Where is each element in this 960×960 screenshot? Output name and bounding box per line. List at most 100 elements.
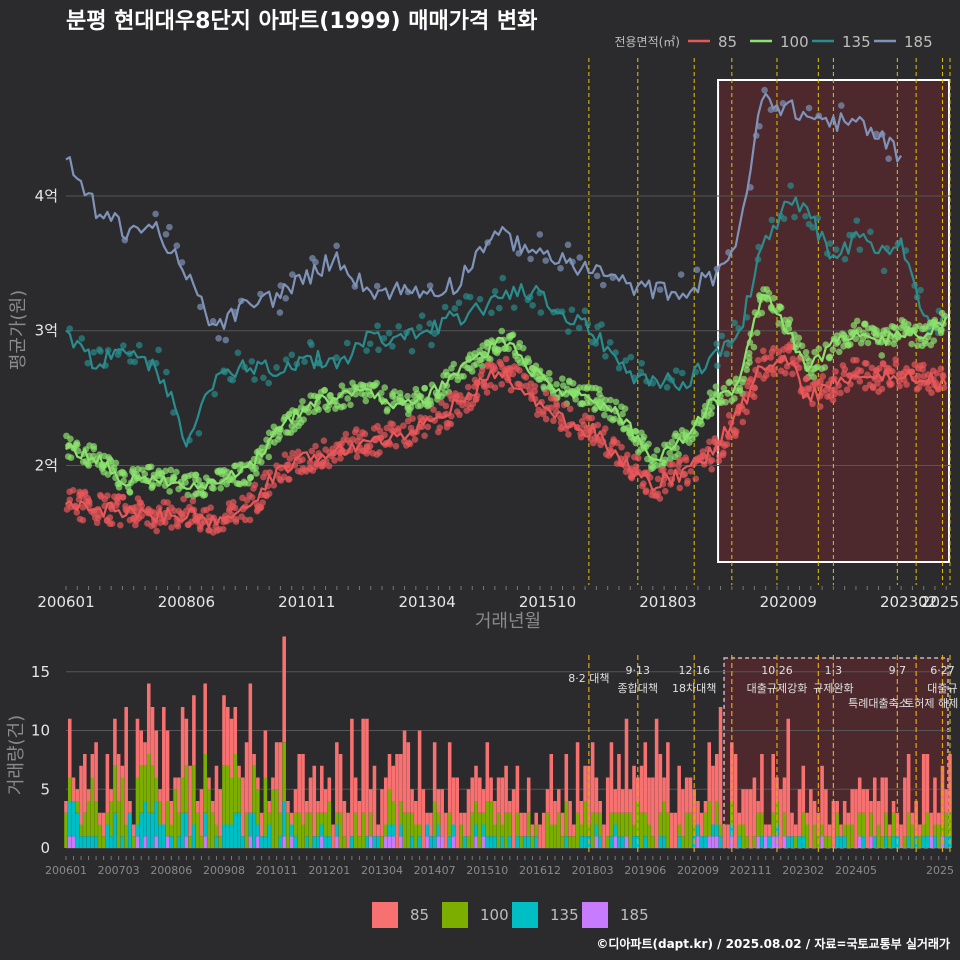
- data-point: [876, 365, 883, 372]
- bar-100: [474, 801, 478, 825]
- data-point: [578, 417, 586, 425]
- data-point: [73, 509, 81, 516]
- data-point: [90, 349, 98, 356]
- data-point: [337, 455, 344, 462]
- data-point: [534, 411, 541, 418]
- data-point: [838, 102, 845, 109]
- data-point: [892, 356, 899, 363]
- bar-85: [609, 742, 614, 813]
- bar-135: [323, 836, 328, 848]
- data-point: [138, 502, 146, 509]
- bar-100: [771, 812, 775, 837]
- bar-100: [666, 812, 670, 848]
- series-line: [65, 354, 948, 529]
- bar-85: [884, 777, 888, 813]
- data-point: [598, 321, 605, 328]
- bar-100: [237, 777, 241, 813]
- series-line: [65, 196, 947, 448]
- bar-135: [237, 812, 241, 848]
- bar-100: [278, 812, 283, 837]
- bar-85: [432, 742, 437, 801]
- data-point: [550, 417, 557, 425]
- legend-label: 135: [842, 33, 871, 51]
- data-point: [914, 342, 921, 349]
- data-point: [170, 507, 178, 515]
- data-point: [861, 359, 869, 367]
- data-point: [170, 475, 177, 483]
- data-point: [890, 340, 898, 348]
- bar-100: [891, 812, 896, 837]
- event-label: 대출규: [927, 682, 957, 695]
- bar-100: [327, 801, 332, 837]
- bar-100: [677, 824, 681, 837]
- data-point: [446, 391, 454, 399]
- bar-100: [793, 836, 798, 848]
- bar-85: [801, 765, 806, 813]
- data-point: [565, 328, 572, 335]
- data-point: [85, 462, 92, 469]
- bar-100: [338, 812, 343, 848]
- data-point: [595, 386, 603, 393]
- bar-85: [350, 718, 354, 837]
- bar-85: [470, 777, 475, 813]
- bar-185: [782, 836, 787, 848]
- bar-100: [109, 801, 113, 837]
- bar-135: [594, 824, 599, 837]
- data-point: [384, 406, 391, 413]
- data-point: [615, 364, 623, 372]
- data-point: [746, 359, 753, 366]
- bar-135: [335, 824, 339, 837]
- bar-135: [233, 812, 238, 848]
- bar-100: [297, 812, 302, 848]
- bar-100: [861, 812, 866, 837]
- data-point: [789, 370, 796, 378]
- bar-100: [553, 824, 557, 848]
- bar-85: [850, 789, 854, 825]
- data-point: [588, 414, 596, 422]
- bar-85: [526, 777, 531, 813]
- bar-100: [587, 824, 591, 837]
- bar-85: [824, 789, 828, 837]
- data-point: [184, 491, 192, 499]
- data-point: [166, 488, 173, 495]
- bar-100: [320, 812, 324, 825]
- data-point: [767, 354, 775, 361]
- data-point: [209, 318, 217, 325]
- bar-135: [282, 801, 286, 837]
- data-point: [829, 346, 837, 354]
- series-100: [63, 286, 949, 500]
- data-point: [301, 466, 309, 474]
- data-point: [447, 420, 455, 428]
- bar-85: [455, 777, 459, 848]
- bar-85: [557, 789, 561, 813]
- data-point: [721, 442, 728, 449]
- data-point: [661, 487, 669, 495]
- bar-100: [884, 812, 888, 837]
- bar-85: [778, 789, 783, 848]
- data-point: [826, 240, 834, 247]
- data-point: [195, 476, 202, 484]
- data-point: [564, 241, 572, 249]
- series-135: [65, 182, 947, 448]
- data-point: [153, 527, 160, 535]
- data-point: [276, 309, 284, 316]
- bar-85: [274, 742, 279, 790]
- bar-85: [805, 812, 809, 825]
- bar-85: [617, 754, 621, 813]
- data-point: [692, 475, 700, 483]
- bar-100: [500, 824, 505, 837]
- data-point: [67, 454, 75, 461]
- bar-100: [933, 824, 937, 837]
- bar-85: [380, 789, 384, 837]
- bar-100: [154, 777, 159, 801]
- data-point: [903, 381, 910, 388]
- data-point: [265, 490, 273, 497]
- data-point: [79, 504, 87, 511]
- bar-85: [846, 812, 851, 825]
- bar-100: [267, 812, 271, 825]
- data-point: [607, 396, 614, 404]
- bar-100: [925, 812, 930, 837]
- bar-100: [869, 812, 873, 837]
- bar-135: [410, 836, 414, 848]
- data-point: [775, 320, 783, 327]
